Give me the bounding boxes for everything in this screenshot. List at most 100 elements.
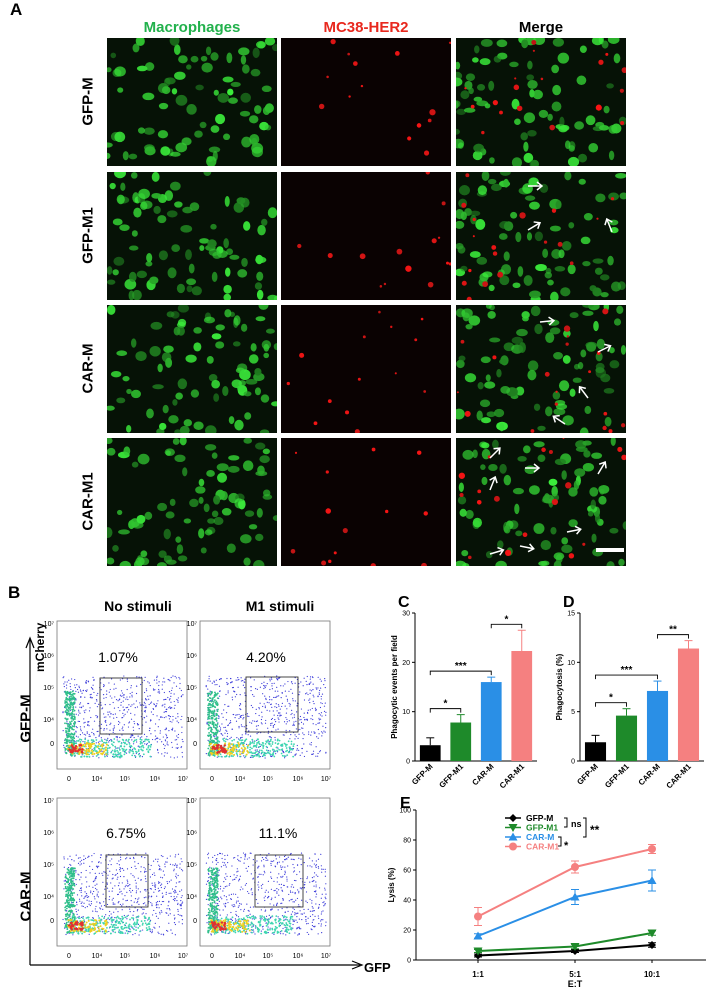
y-tick-label: 5 [571,709,575,716]
significance-label: ** [590,823,600,837]
arrow-marker [527,221,542,231]
y-tick-label: 40 [403,898,411,905]
micrograph-car-m-red [281,305,451,433]
micrograph-gfp-m1-red [281,172,451,300]
flow-x-tick: 10⁵ [263,776,274,783]
panel-a-letter: A [10,0,23,19]
arrow-marker [489,475,498,491]
marker-circle [648,845,656,853]
marker-triangle-up [473,931,483,940]
flow-y-tick: 10⁵ [43,685,54,692]
bar-gfp-m [584,742,607,761]
flow-gate-percent: 6.75% [106,825,146,841]
col-header-mc38-her2: MC38-HER2 [323,19,409,36]
micrograph-car-m-merge [456,305,626,433]
flow-x-tick: 10⁴ [92,776,103,783]
flow-x-tick: 10⁵ [120,953,131,960]
micrograph-car-m1-green [107,438,277,566]
x-tick-label: GFP-M1 [603,762,631,790]
marker-triangle-down [473,947,483,956]
x-tick-label: 10:1 [644,970,661,979]
flow-y-tick: 10⁴ [186,717,197,724]
arrow-marker [597,343,612,353]
x-tick-label: CAR-M [637,762,662,787]
significance-label: * [505,614,509,625]
flow-x-tick: 10⁷ [321,953,332,960]
y-axis-label: Phagocytosis (%) [555,653,564,720]
y-tick-label: 60 [403,868,411,875]
flow-x-tick: 10⁶ [150,953,161,960]
micrograph-car-m-green [107,305,277,433]
marker-triangle-down [647,929,657,938]
flow-density-dots [62,675,184,759]
col-title-no-stimuli: No stimuli [104,598,172,614]
flow-x-tick: 0 [67,776,71,783]
flow-density-dots [205,675,327,759]
micrograph-car-m1-merge [456,438,626,566]
significance-bracket [595,674,658,680]
y-tick-label: 0 [406,759,410,766]
flow-density-dots [62,852,184,936]
significance-label: ns [571,819,582,829]
micrograph-gfp-m-green [107,38,277,166]
flow-gate-percent: 11.1% [259,825,298,841]
marker-circle [474,912,482,921]
significance-label: * [444,699,448,710]
significance-bracket [429,670,492,676]
flow-gate [105,854,149,908]
col-header-macrophages: Macrophages [143,19,241,36]
flow-x-tick: 10⁶ [293,953,304,960]
series-line-gfp-m1 [477,932,653,952]
flow-y-tick: 0 [193,741,197,748]
arrow-marker [552,414,566,425]
y-tick-label: 0 [407,958,411,965]
x-axis-label: E:T [568,979,583,989]
legend-label-car-m: CAR-M [526,832,554,842]
marker-circle [509,842,517,851]
flow-y-tick: 10⁶ [186,653,197,660]
y-tick-label: 100 [399,808,411,815]
micrograph-gfp-m-merge [456,38,626,166]
micrograph-car-m1-red [281,438,451,566]
flow-x-tick: 10⁴ [235,953,246,960]
significance-label: *** [621,665,633,676]
y-tick-label: 10 [567,660,575,667]
flow-y-arrowhead [25,636,35,649]
marker-triangle-up [508,832,518,841]
x-tick-label: GFP-M1 [437,762,465,790]
flow-y-tick: 10⁴ [43,717,54,724]
flow-y-tick: 0 [193,918,197,925]
series-line-car-m [477,879,653,937]
flow-x-tick: 0 [67,953,71,960]
flow-gate [99,677,143,735]
bar-car-m [646,690,669,761]
micrograph-gfp-m1-green [107,172,277,300]
arrow-marker [489,447,501,459]
marker-triangle-down [508,824,518,832]
flow-y-tick: 10⁴ [43,894,54,901]
legend-label-car-m1: CAR-M1 [526,842,559,852]
arrow-marker [489,546,505,556]
bar-car-m [480,682,502,761]
y-tick-label: 10 [402,709,410,716]
legend-label-gfp-m: GFP-M [526,813,553,823]
flow-x-tick: 10⁷ [178,776,189,783]
marker-triangle-up [570,892,580,901]
micrograph-gfp-m-red [281,38,451,166]
flow-y-tick: 10⁴ [186,894,197,901]
series-line-car-m1 [477,848,653,918]
micrograph-gfp-m1-merge [456,172,626,300]
flow-y-tick: 10⁶ [43,653,54,660]
legend-label-gfp-m1: GFP-M1 [526,823,558,833]
legend-bracket [583,817,587,838]
x-axis-label-gfp: GFP [364,960,391,975]
panel-letter-e: E [400,795,411,812]
significance-bracket [429,708,462,713]
marker-triangle-up [647,876,657,884]
arrow-marker [528,181,544,191]
marker-triangle-down [570,943,580,951]
flow-y-tick: 0 [50,741,54,748]
x-tick-label: GFP-M [575,762,600,787]
